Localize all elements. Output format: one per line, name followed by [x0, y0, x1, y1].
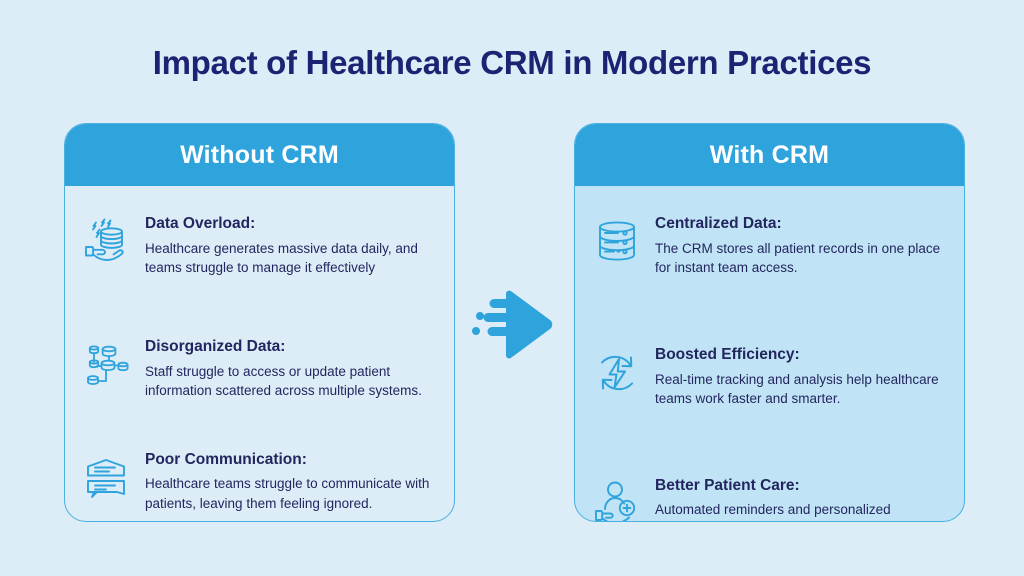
panel-header-without-crm: Without CRM — [65, 124, 454, 186]
hand-holding-patient-icon — [591, 478, 643, 521]
panel-header-label: Without CRM — [180, 140, 339, 169]
list-item-title: Better Patient Care: — [655, 476, 800, 494]
list-item: Better Patient Care: Automated reminders… — [591, 476, 948, 521]
list-item: Poor Communication: Healthcare teams str… — [81, 450, 438, 513]
list-item-description: The CRM stores all patient records in on… — [655, 240, 941, 275]
list-item-text: Data Overload: Healthcare generates mass… — [145, 214, 438, 277]
list-item: Boosted Efficiency: Real-time tracking a… — [591, 345, 948, 408]
panel-header-with-crm: With CRM — [575, 124, 964, 186]
panel-with-crm: With CRM Centralized — [574, 123, 965, 522]
list-item-description: Automated reminders and personalized com… — [655, 502, 891, 518]
list-item-title: Poor Communication: — [145, 450, 307, 468]
panel-body-without-crm: Data Overload: Healthcare generates mass… — [65, 186, 454, 521]
motion-arrow-right-icon — [466, 288, 562, 362]
list-item-description: Real-time tracking and analysis help hea… — [655, 371, 939, 406]
speech-bubbles-icon — [81, 452, 133, 504]
list-item-text: Centralized Data: The CRM stores all pat… — [655, 214, 948, 277]
list-item-title: Boosted Efficiency: — [655, 345, 800, 363]
page-title: Impact of Healthcare CRM in Modern Pract… — [152, 44, 872, 81]
list-item-title: Data Overload: — [145, 215, 256, 232]
lightning-refresh-icon — [591, 347, 643, 399]
list-item-description: Healthcare generates massive data daily,… — [145, 240, 418, 275]
list-item: Disorganized Data: Staff struggle to acc… — [81, 337, 438, 400]
panel-body-with-crm: Centralized Data: The CRM stores all pat… — [575, 186, 964, 521]
list-item-text: Boosted Efficiency: Real-time tracking a… — [655, 345, 948, 408]
database-stack-icon — [591, 216, 643, 268]
list-item-text: Disorganized Data: Staff struggle to acc… — [145, 337, 438, 400]
hand-holding-data-overload-icon — [81, 216, 133, 268]
list-item: Centralized Data: The CRM stores all pat… — [591, 214, 948, 277]
list-item-text: Poor Communication: Healthcare teams str… — [145, 450, 438, 513]
scattered-database-nodes-icon — [81, 339, 133, 391]
list-item-text: Better Patient Care: Automated reminders… — [655, 476, 948, 521]
list-item-description: Staff struggle to access or update patie… — [145, 363, 422, 398]
list-item-description: Healthcare teams struggle to communicate… — [145, 476, 430, 511]
panel-without-crm: Without CRM Data Ove — [64, 123, 455, 522]
list-item: Data Overload: Healthcare generates mass… — [81, 214, 438, 277]
list-item-title: Disorganized Data: — [145, 337, 286, 355]
panel-header-label: With CRM — [709, 140, 830, 169]
list-item-title: Centralized Data: — [655, 215, 782, 232]
